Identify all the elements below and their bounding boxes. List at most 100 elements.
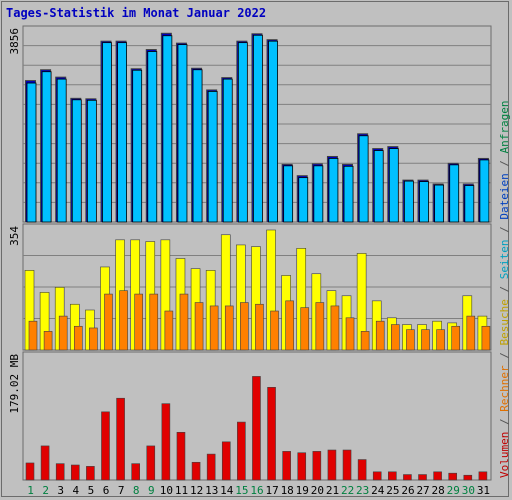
bar-seiten [71,99,82,223]
bar-rechner [149,293,159,351]
bar-volumen [116,397,125,481]
bar-volumen [176,431,186,481]
bar-rechner [360,331,370,351]
bar-seiten [102,42,112,223]
bar-seiten [26,82,37,223]
x-tick-label: 25 [386,484,399,497]
bar-seiten [56,78,67,223]
bar-rechner [255,303,264,351]
x-tick-label: 7 [118,484,125,497]
bar-seiten [162,35,173,223]
bar-seiten [404,180,414,223]
bar-volumen [40,445,50,481]
x-tick-label: 21 [326,484,339,497]
x-tick-label: 26 [401,484,414,497]
x-tick-label: 4 [73,484,80,497]
bar-volumen [146,445,156,481]
x-tick-label: 28 [432,484,445,497]
chart-title: Tages-Statistik im Monat Januar 2022 [6,6,266,20]
bar-volumen [221,441,231,481]
bar-rechner [481,325,491,351]
x-tick-label: 20 [311,484,324,497]
x-tick-label: 11 [175,484,188,497]
bar-volumen [403,474,412,481]
x-tick-label: 1 [27,484,34,497]
bar-rechner [104,293,113,351]
bar-rechner [270,310,279,351]
x-tick-label: 19 [296,484,309,497]
bar-seiten [207,91,218,223]
bar-volumen [55,463,65,481]
bar-rechner [134,293,143,351]
bar-rechner [345,317,355,351]
bar-volumen [161,403,171,481]
bar-seiten [147,51,158,223]
bar-seiten [237,42,248,223]
bar-seiten [358,135,369,223]
bar-volumen [357,459,367,481]
x-tick-label: 29 [447,484,460,497]
x-tick-label: 10 [160,484,173,497]
x-tick-label: 24 [371,484,385,497]
bar-seiten [388,148,399,223]
x-tick-label: 18 [281,484,294,497]
bar-rechner [315,302,325,351]
bar-rechner [406,329,415,351]
x-tick-label: 9 [148,484,155,497]
bar-seiten [373,150,384,223]
legend-part: Anfragen [498,100,511,153]
bar-rechner [209,305,219,351]
bar-seiten [132,69,143,223]
x-tick-label: 30 [462,484,475,497]
x-tick-label: 5 [88,484,95,497]
bar-volumen [191,461,201,481]
x-tick-label: 13 [205,484,218,497]
legend-part: Seiten [498,240,511,280]
y-axis-max-label: 179.02 MB [8,354,21,414]
panel-1: 3856 [8,25,492,223]
x-tick-label: 22 [341,484,354,497]
bar-seiten [419,181,429,223]
x-tick-label: 23 [356,484,369,497]
bar-seiten [268,40,278,223]
bar-seiten [328,158,339,223]
bar-volumen [282,451,291,481]
bar-volumen [342,449,352,481]
x-tick-label: 8 [133,484,140,497]
bar-rechner [28,320,38,351]
x-tick-label: 2 [42,484,49,497]
bar-rechner [330,305,340,351]
bar-volumen [388,471,397,481]
bar-rechner [194,302,204,351]
bar-volumen [237,421,246,481]
x-tick-label: 14 [220,484,234,497]
y-axis-max-label: 3856 [8,28,21,55]
legend-part: Rechner [498,365,511,412]
x-tick-label: 31 [477,484,490,497]
x-tick-label: 17 [265,484,278,497]
legend-part: / [498,153,511,173]
bar-rechner [179,293,189,351]
bar-seiten [283,165,294,223]
bar-volumen [478,471,488,481]
bar-seiten [449,164,460,223]
bar-volumen [433,471,442,481]
bar-rechner [451,325,461,351]
x-tick-label: 27 [416,484,429,497]
bar-rechner [119,290,128,351]
bar-rechner [224,305,234,351]
bar-seiten [222,78,233,223]
bar-volumen [297,452,307,481]
x-tick-label: 16 [250,484,263,497]
bar-seiten [343,165,354,223]
bar-volumen [25,462,35,481]
legend-part: / [498,412,511,432]
panel-2: 354 [8,223,492,351]
bar-rechner [285,300,294,351]
legend-part: Dateien [498,173,511,219]
bar-volumen [372,471,382,481]
bar-rechner [436,329,445,351]
x-tick-label: 6 [103,484,110,497]
